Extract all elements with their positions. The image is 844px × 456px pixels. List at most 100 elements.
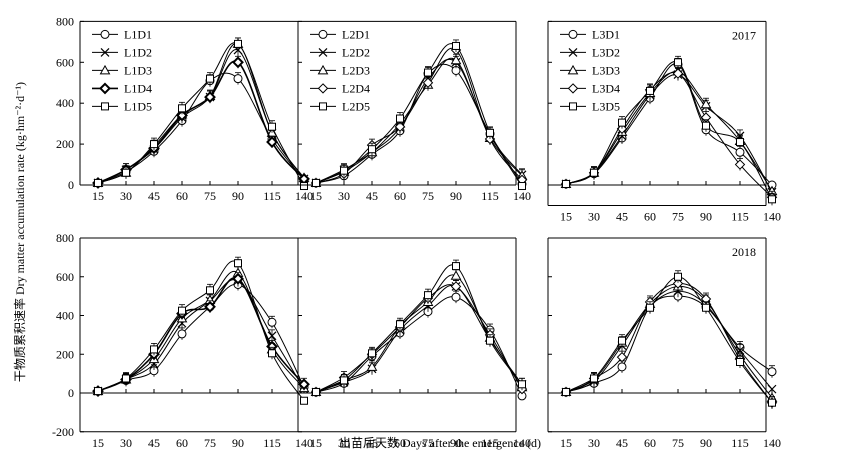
data-point-l3d1	[735, 147, 745, 157]
x-tick-label: 60	[644, 209, 656, 223]
data-point-l2d5	[340, 376, 348, 385]
data-point-l3d4	[616, 351, 628, 363]
x-tick-label: 75	[672, 209, 684, 223]
legend-marker-l3d3	[567, 64, 579, 75]
data-point-l2d5	[368, 145, 376, 154]
x-tick-label: 15	[560, 209, 572, 223]
x-tick-label: 45	[616, 209, 628, 223]
data-point-l1d5	[178, 104, 186, 113]
legend-label-l2d1: L2D1	[342, 27, 370, 41]
legend-label-l3d3: L3D3	[592, 63, 620, 77]
x-tick-label: 90	[232, 189, 244, 203]
series-line-l1d4	[97, 60, 305, 184]
data-point-l1d1	[177, 329, 187, 339]
data-point-l3d5	[618, 118, 626, 127]
data-point-l1d5	[122, 168, 130, 177]
data-point-l2d3	[366, 361, 378, 371]
legend-marker-l3d1	[568, 29, 578, 39]
data-point-l3d1	[617, 362, 627, 372]
data-point-l2d5	[486, 128, 494, 137]
y-tick-label: 0	[68, 386, 74, 400]
data-point-l3d5	[674, 272, 682, 281]
legend-marker-l1d4	[99, 82, 111, 95]
data-point-l2d4	[422, 77, 434, 88]
data-point-l1d5	[206, 74, 214, 83]
data-point-l1d4	[204, 91, 216, 103]
data-point-l3d2	[767, 384, 777, 394]
legend-label-l1d2: L1D2	[124, 45, 152, 59]
data-point-l1d4	[232, 272, 244, 285]
y-tick-label: 400	[56, 309, 74, 323]
data-point-l2d4	[394, 121, 406, 132]
y-axis-label: 干物质累积速率 Dry matter accumulation rate (kg…	[12, 82, 27, 382]
legend-label-l1d4: L1D4	[124, 81, 152, 95]
data-point-l2d5	[312, 178, 320, 187]
y-tick-label: 0	[68, 178, 74, 192]
y-tick-label: 400	[56, 96, 74, 110]
data-point-l3d5	[618, 336, 626, 345]
data-point-l2d5	[340, 166, 348, 175]
panel-top-left: 0 200 400 600 800 15 30 45 60 75 90 115 140 L1D1 L1D2 L…	[56, 14, 313, 203]
data-point-l3d5	[768, 195, 776, 204]
legend-label-l2d4: L2D4	[342, 81, 370, 95]
legend-label-l1d1: L1D1	[124, 27, 152, 41]
x-tick-label: 90	[700, 436, 712, 450]
x-tick-label: 140	[763, 436, 781, 450]
legend-label-l1d5: L1D5	[124, 99, 152, 113]
legend-label-l1d3: L1D3	[124, 63, 152, 77]
data-point-l1d1	[233, 74, 243, 84]
x-tick-label: 140	[295, 189, 313, 203]
data-point-l2d3	[450, 54, 462, 65]
x-tick-label: 15	[310, 436, 322, 450]
data-point-l1d5	[122, 374, 130, 383]
data-point-l1d4	[204, 300, 216, 313]
legend-label-l2d2: L2D2	[342, 45, 370, 59]
data-point-l3d4	[672, 278, 684, 289]
data-point-l3d5	[702, 121, 710, 130]
data-point-l1d5	[150, 140, 158, 149]
data-point-l3d5	[736, 358, 744, 366]
data-point-l1d5	[94, 387, 102, 396]
data-point-l3d5	[562, 179, 570, 188]
x-tick-label: 140	[295, 436, 313, 450]
data-point-l3d3	[700, 98, 712, 109]
legend-marker-l3d2	[568, 47, 578, 57]
data-point-l2d5	[424, 291, 432, 300]
x-tick-label: 45	[366, 189, 378, 203]
legend-marker-l3d4	[567, 83, 579, 94]
x-tick-label: 75	[204, 189, 216, 203]
y-tick-label: 200	[56, 347, 74, 361]
x-tick-label: 90	[450, 436, 462, 450]
legend-label-l2d3: L2D3	[342, 63, 370, 77]
y-tick-label: 200	[56, 137, 74, 151]
data-point-l2d1	[451, 292, 461, 302]
x-tick-label: 60	[176, 189, 188, 203]
data-point-l2d5	[396, 114, 404, 123]
data-point-l1d2	[267, 331, 277, 341]
x-tick-label: 60	[176, 436, 188, 450]
panel-bottom-center: 15 30 45 60 75 90 115 140	[297, 237, 531, 450]
data-point-l1d5	[234, 259, 242, 268]
data-point-l1d5	[234, 39, 242, 48]
x-tick-label: 90	[232, 436, 244, 450]
data-point-l3d5	[768, 398, 776, 407]
data-point-l2d5	[452, 41, 460, 50]
legend-label-l3d1: L3D1	[592, 27, 620, 41]
x-tick-label: 30	[338, 189, 350, 203]
x-tick-label: 75	[422, 189, 434, 203]
data-point-l1d5	[268, 349, 276, 358]
data-point-l3d4	[734, 159, 746, 170]
x-tick-label: 90	[700, 209, 712, 223]
data-point-l3d5	[702, 303, 710, 312]
data-point-l3d5	[646, 303, 654, 312]
data-point-l2d4	[450, 281, 462, 292]
x-tick-label: 115	[481, 436, 499, 450]
panel-top-center: 15 30 45 60 75 90 115 140 L2D1 L2D2 L2D3 L2D4 L2D5	[297, 20, 531, 203]
x-tick-label: 140	[513, 436, 531, 450]
data-point-l1d4	[298, 378, 310, 391]
x-tick-label: 115	[263, 189, 281, 203]
data-point-l1d5	[178, 306, 186, 315]
legend-label-l3d2: L3D2	[592, 45, 620, 59]
panel-bottom-right: 15 30 45 60 75 90 115 140 2018	[547, 237, 781, 450]
x-tick-label: 115	[731, 209, 749, 223]
